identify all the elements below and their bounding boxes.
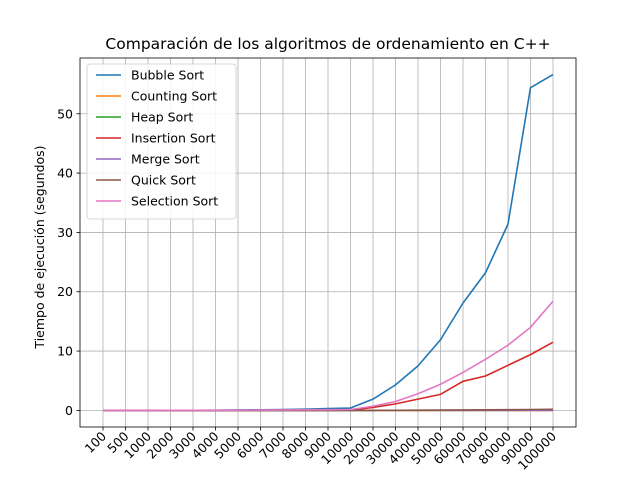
series-lines — [103, 73, 554, 412]
x-axis-ticks: 1005001000200030004000500060007000800090… — [82, 427, 559, 473]
y-tick-label: 50 — [57, 106, 73, 121]
legend-box — [86, 63, 237, 220]
y-tick-label: 0 — [65, 403, 73, 418]
y-tick-label: 40 — [57, 166, 73, 181]
chart-title: Comparación de los algoritmos de ordenam… — [105, 35, 550, 53]
legend-label: Counting Sort — [131, 89, 217, 104]
y-tick-label: 20 — [57, 284, 73, 299]
y-axis-ticks: 0 10 20 30 40 50 — [57, 106, 80, 418]
x-tick-label: 100 — [82, 428, 110, 456]
y-axis-label: Tiempo de ejecución (segundos) — [32, 145, 47, 349]
legend-label: Bubble Sort — [131, 68, 204, 83]
legend-label: Quick Sort — [131, 173, 196, 188]
y-tick-label: 30 — [57, 225, 73, 240]
y-tick-label: 10 — [57, 344, 73, 359]
legend-label: Insertion Sort — [131, 131, 216, 146]
legend-label: Selection Sort — [131, 194, 218, 209]
legend: Bubble Sort Counting Sort Heap Sort Inserti… — [86, 63, 237, 220]
legend-label: Merge Sort — [131, 152, 200, 167]
series-line-selection-sort — [103, 300, 554, 412]
legend-label: Heap Sort — [131, 110, 193, 125]
